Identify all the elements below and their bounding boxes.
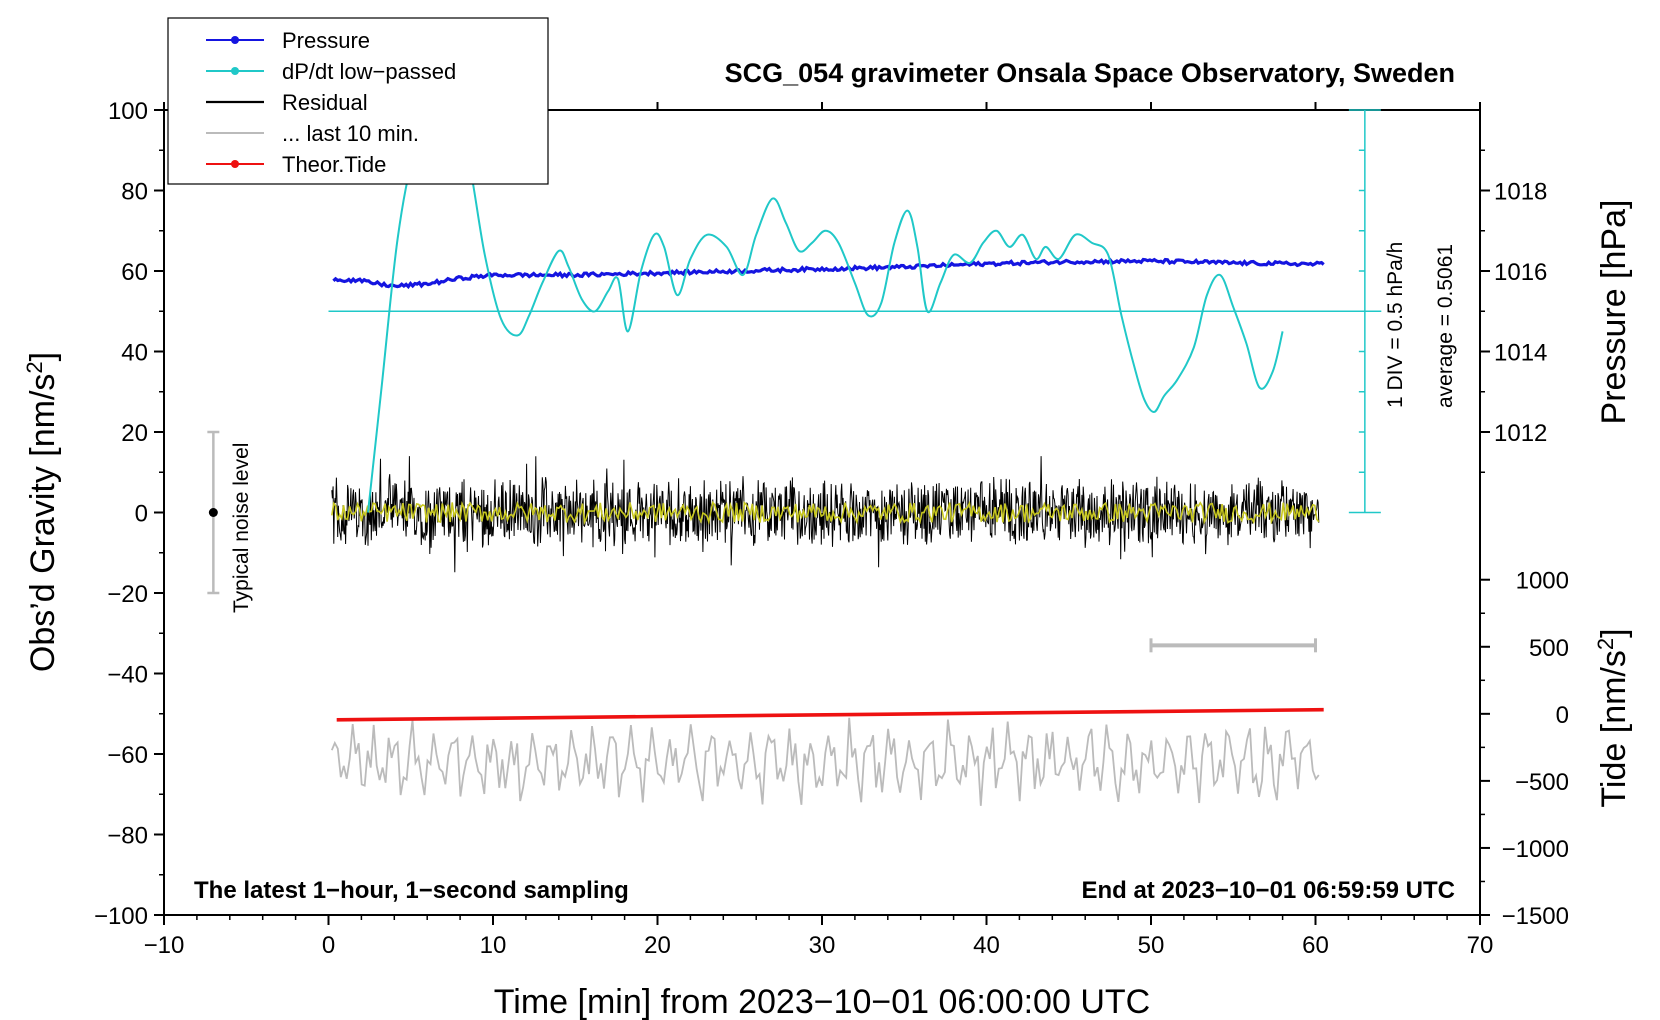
- x-tick-label: 0: [322, 932, 335, 959]
- pressure-tick-label: 1014: [1494, 340, 1547, 367]
- y-axis-tide-title-sup: 2: [1593, 638, 1618, 650]
- x-tick-label: 10: [480, 932, 507, 959]
- pressure-tick-label: 1012: [1494, 420, 1547, 447]
- legend-entries: Pressure dP/dt low−passed Residual ... last…: [206, 28, 456, 177]
- series-dpdt-line: [367, 106, 1284, 513]
- legend-marker: [231, 160, 239, 168]
- x-axis-title: Time [min] from 2023−10−01 06:00:00 UTC: [494, 983, 1150, 1020]
- x-tick-label: 60: [1302, 932, 1329, 959]
- y-tick-label: 0: [135, 501, 148, 528]
- series-residual-smoothed-line: [331, 500, 1320, 526]
- tide-tick-label: −1500: [1502, 903, 1569, 930]
- chart-title: SCG_054 gravimeter Onsala Space Observat…: [725, 58, 1455, 88]
- x-tick-label: 40: [973, 932, 1000, 959]
- y-tick-label: 40: [121, 340, 148, 367]
- y-tick-label: 20: [121, 420, 148, 447]
- legend: Pressure dP/dt low−passed Residual ... last…: [167, 17, 549, 185]
- y-axis-tide-title-text: Tide [nm/s: [1595, 650, 1633, 807]
- axis-ticks: −10 0 10 20 30 40 50 60 70−100−80−60−40−20020406…: [94, 98, 1569, 959]
- pressure-tick-label: 1018: [1494, 179, 1547, 206]
- y-tick-label: −20: [107, 581, 148, 608]
- y-tick-label: −100: [94, 903, 148, 930]
- series-last10-line: [330, 717, 1320, 806]
- series-tide-line: [336, 707, 1324, 722]
- dpdt-div-label: 1 DIV = 0.5 hPa/h: [1384, 242, 1407, 408]
- noise-level-label: Typical noise level: [230, 443, 253, 613]
- dpdt-average-label: average = 0.5061: [1434, 244, 1457, 408]
- tide-tick-label: 1000: [1516, 568, 1569, 595]
- x-tick-label: −10: [144, 932, 185, 959]
- x-tick-label: 30: [809, 932, 836, 959]
- y-axis-pressure-title: Pressure [hPa]: [1595, 200, 1633, 425]
- y-axis-left-title-sup: 2: [22, 361, 47, 373]
- tide-tick-label: −500: [1515, 769, 1569, 796]
- y-tick-label: 60: [121, 259, 148, 286]
- end-time-note: End at 2023−10−01 06:59:59 UTC: [1081, 877, 1455, 904]
- legend-label: Pressure: [282, 28, 370, 53]
- y-axis-left-title-close: ]: [24, 352, 62, 361]
- noise-bar-center-dot: [208, 508, 218, 517]
- tide-tick-label: 500: [1529, 635, 1569, 662]
- x-tick-label: 50: [1138, 932, 1165, 959]
- y-axis-tide-title: Tide [nm/s2]: [1593, 628, 1634, 807]
- y-tick-label: −60: [107, 742, 148, 769]
- legend-label: dP/dt low−passed: [282, 59, 456, 84]
- tide-tick-label: −1000: [1502, 836, 1569, 863]
- x-tick-label: 20: [644, 932, 671, 959]
- x-tick-label: 70: [1467, 932, 1494, 959]
- y-axis-left-title-text: Obs’d Gravity [nm/s: [24, 374, 62, 673]
- y-tick-label: 80: [121, 179, 148, 206]
- series-pressure-line: [332, 257, 1325, 290]
- y-tick-label: 100: [108, 98, 148, 125]
- legend-marker: [231, 36, 239, 44]
- pressure-tick-label: 1016: [1494, 259, 1547, 286]
- legend-label: ... last 10 min.: [282, 121, 419, 146]
- y-tick-label: −80: [107, 823, 148, 850]
- y-axis-tide-title-close: ]: [1595, 628, 1633, 637]
- annotation-layer: [207, 109, 1382, 653]
- legend-marker: [231, 67, 239, 75]
- legend-label: Theor.Tide: [282, 152, 386, 177]
- y-tick-label: −40: [107, 662, 148, 689]
- sampling-note: The latest 1−hour, 1−second sampling: [194, 877, 629, 904]
- y-axis-left-title: Obs’d Gravity [nm/s2]: [22, 352, 63, 672]
- series-layer: [330, 106, 1325, 806]
- legend-label: Residual: [282, 90, 368, 115]
- tide-tick-label: 0: [1556, 702, 1569, 729]
